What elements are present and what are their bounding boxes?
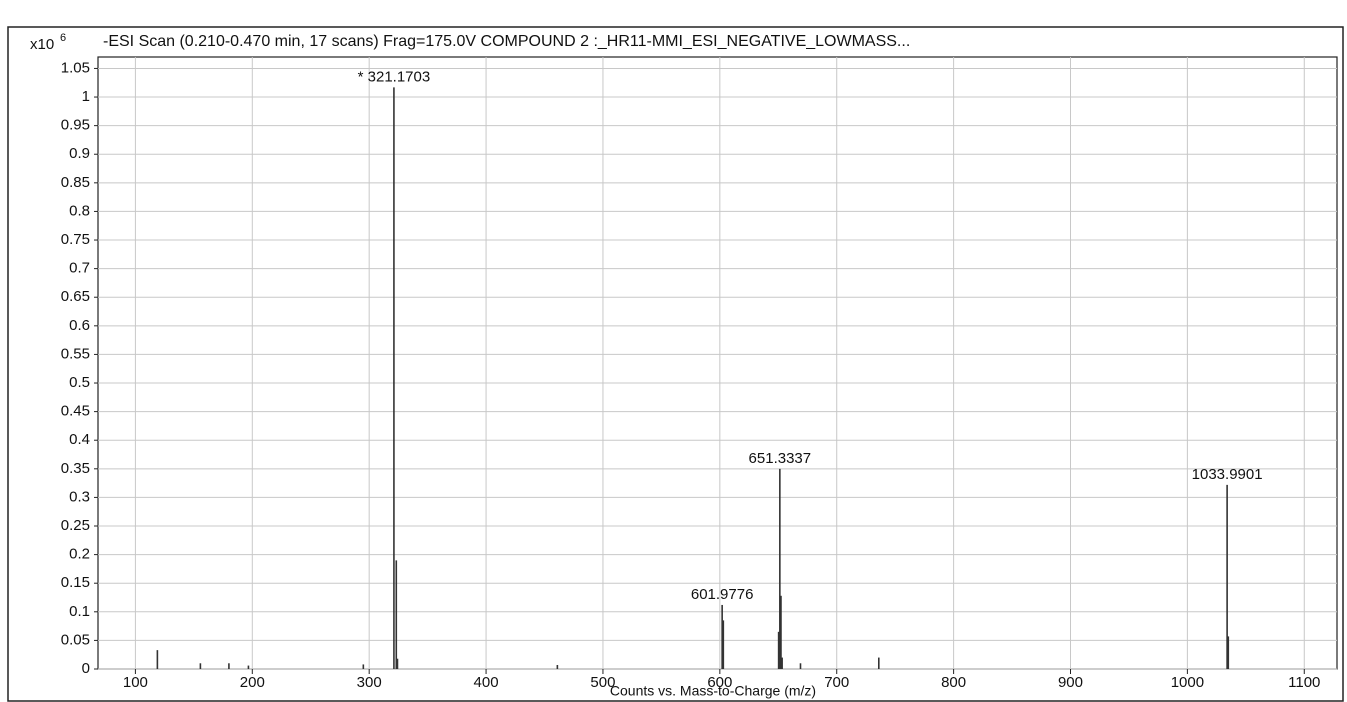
x-axis-label: Counts vs. Mass-to-Charge (m/z) bbox=[610, 683, 816, 699]
x-tick-label: 800 bbox=[941, 674, 966, 691]
y-tick-label: 0.35 bbox=[61, 460, 90, 477]
x-tick-label: 700 bbox=[824, 674, 849, 691]
y-tick-label: 0.15 bbox=[61, 574, 90, 591]
y-tick-label: 0.6 bbox=[69, 317, 90, 334]
x-tick-label: 400 bbox=[474, 674, 499, 691]
y-tick-label: 0.1 bbox=[69, 603, 90, 620]
y-tick-label: 1 bbox=[82, 88, 90, 105]
y-tick-label: 0.95 bbox=[61, 117, 90, 134]
y-tick-label: 0.5 bbox=[69, 374, 90, 391]
x-tick-label: 300 bbox=[357, 674, 382, 691]
y-tick-label: 0.2 bbox=[69, 546, 90, 563]
y-tick-label: 0.75 bbox=[61, 231, 90, 248]
y-tick-label: 0.85 bbox=[61, 174, 90, 191]
y-tick-label: 0.4 bbox=[69, 431, 90, 448]
y-tick-label: 0.55 bbox=[61, 345, 90, 362]
y-tick-label: 1.05 bbox=[61, 59, 90, 76]
peak-label: 1033.9901 bbox=[1192, 466, 1263, 483]
x-tick-label: 200 bbox=[240, 674, 265, 691]
y-tick-label: 0 bbox=[82, 660, 90, 677]
x-tick-label: 900 bbox=[1058, 674, 1083, 691]
x-tick-label: 1100 bbox=[1288, 674, 1320, 691]
frame bbox=[7, 26, 1344, 702]
y-tick-label: 0.05 bbox=[61, 631, 90, 648]
y-tick-label: 0.8 bbox=[69, 202, 90, 219]
y-tick-label: 0.45 bbox=[61, 403, 90, 420]
y-multiplier: x10 bbox=[30, 36, 54, 53]
x-tick-label: 1000 bbox=[1171, 674, 1204, 691]
x-tick-label: 600 bbox=[707, 674, 732, 691]
x-tick-label: 100 bbox=[123, 674, 148, 691]
y-tick-label: 0.3 bbox=[69, 488, 90, 505]
peak-label: * 321.1703 bbox=[358, 68, 431, 85]
peak-label: 601.9776 bbox=[691, 586, 754, 603]
plot-area bbox=[97, 56, 1338, 670]
y-tick-label: 0.7 bbox=[69, 260, 90, 277]
peak-label: 651.3337 bbox=[749, 450, 812, 467]
y-tick-label: 0.9 bbox=[69, 145, 90, 162]
x-tick-label: 500 bbox=[590, 674, 615, 691]
y-exponent: 6 bbox=[60, 32, 66, 44]
y-tick-label: 0.65 bbox=[61, 288, 90, 305]
y-tick-label: 0.25 bbox=[61, 517, 90, 534]
chart-title: -ESI Scan (0.210-0.470 min, 17 scans) Fr… bbox=[103, 33, 910, 50]
